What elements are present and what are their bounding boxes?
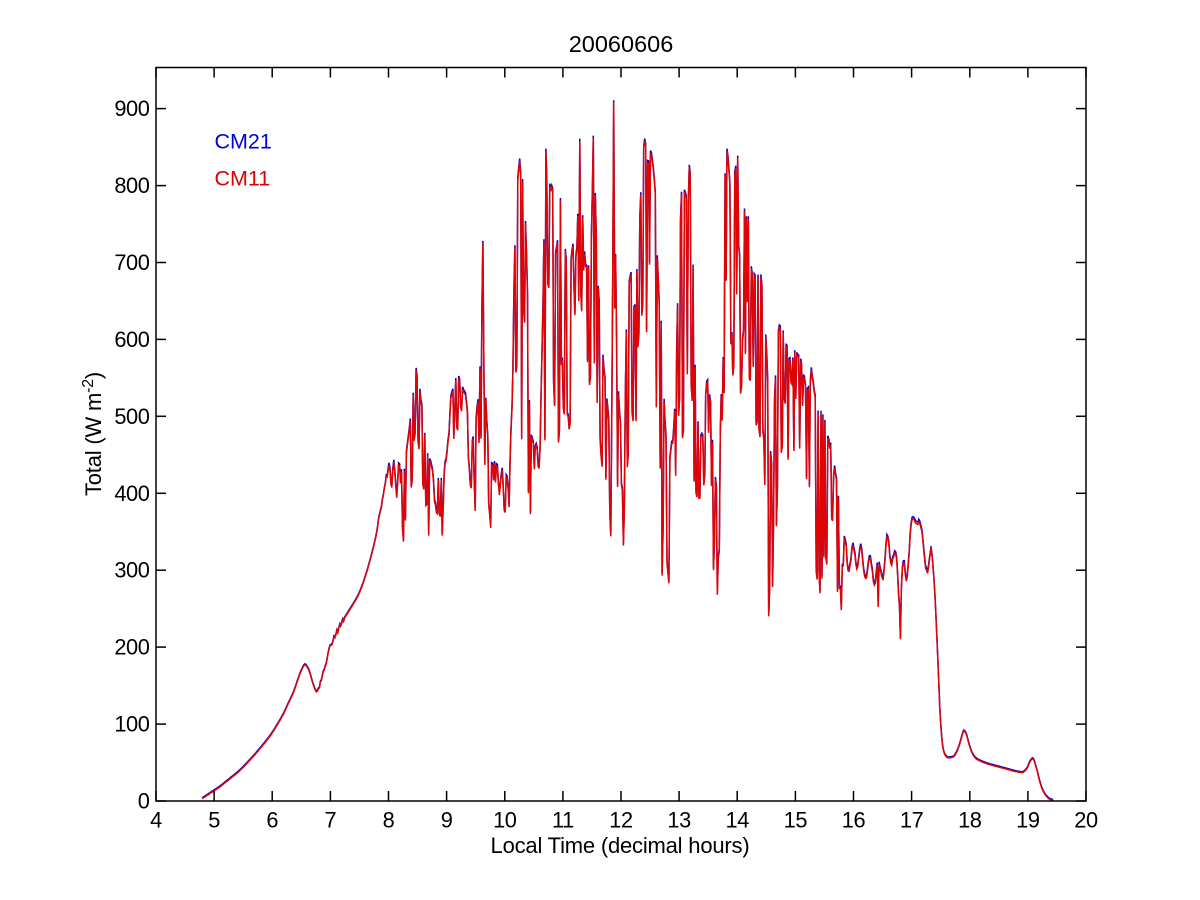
svg-text:700: 700 bbox=[114, 250, 149, 275]
svg-text:20: 20 bbox=[1074, 808, 1098, 833]
svg-text:Local Time (decimal hours): Local Time (decimal hours) bbox=[491, 833, 750, 858]
svg-text:7: 7 bbox=[325, 808, 337, 833]
svg-text:900: 900 bbox=[114, 96, 149, 121]
svg-text:13: 13 bbox=[667, 808, 691, 833]
svg-text:200: 200 bbox=[114, 635, 149, 660]
svg-text:400: 400 bbox=[114, 481, 149, 506]
svg-text:11: 11 bbox=[552, 808, 574, 833]
svg-text:9: 9 bbox=[441, 808, 453, 833]
svg-text:20060606: 20060606 bbox=[569, 31, 674, 57]
svg-text:16: 16 bbox=[842, 808, 866, 833]
svg-text:15: 15 bbox=[784, 808, 808, 833]
svg-text:8: 8 bbox=[383, 808, 395, 833]
svg-text:100: 100 bbox=[114, 712, 149, 737]
svg-text:600: 600 bbox=[114, 327, 149, 352]
svg-text:6: 6 bbox=[266, 808, 278, 833]
svg-text:4: 4 bbox=[150, 808, 162, 833]
svg-text:14: 14 bbox=[725, 808, 749, 833]
svg-text:18: 18 bbox=[958, 808, 982, 833]
svg-text:300: 300 bbox=[114, 558, 149, 583]
svg-text:CM11: CM11 bbox=[215, 167, 271, 191]
svg-text:10: 10 bbox=[493, 808, 517, 833]
svg-text:12: 12 bbox=[609, 808, 633, 833]
svg-text:0: 0 bbox=[138, 789, 150, 814]
svg-text:5: 5 bbox=[208, 808, 220, 833]
svg-text:500: 500 bbox=[114, 404, 149, 429]
svg-text:17: 17 bbox=[900, 808, 924, 833]
svg-text:800: 800 bbox=[114, 173, 149, 198]
svg-text:19: 19 bbox=[1016, 808, 1040, 833]
svg-text:CM21: CM21 bbox=[215, 130, 272, 154]
